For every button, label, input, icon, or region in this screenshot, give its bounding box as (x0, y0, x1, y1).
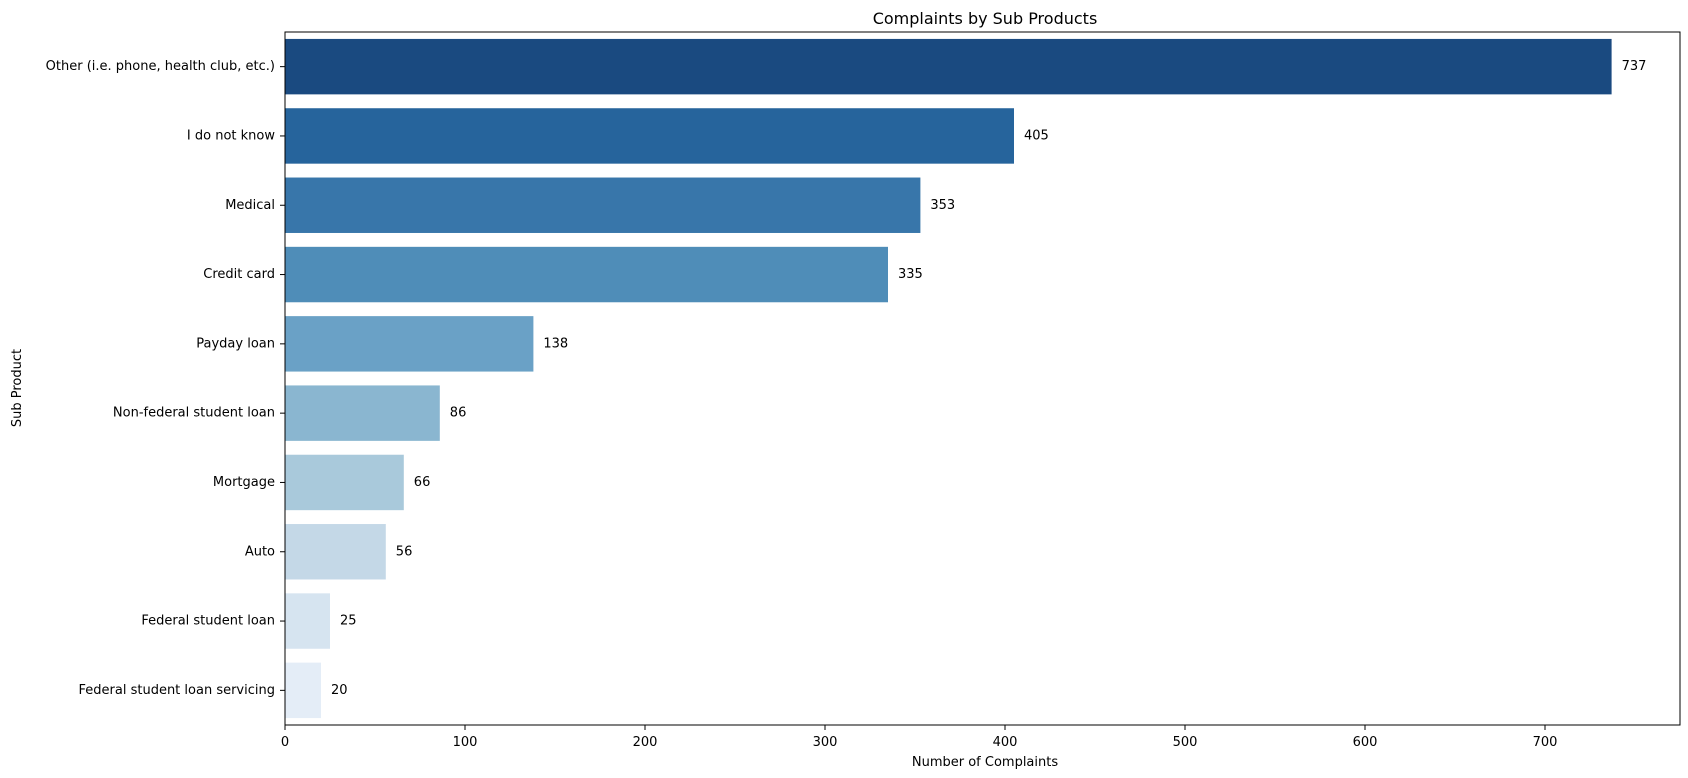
bar (285, 662, 321, 719)
x-tick-label: 200 (633, 735, 658, 750)
bar (285, 316, 534, 372)
y-tick-label: Federal student loan servicing (79, 683, 275, 698)
bar (285, 524, 386, 580)
bar (285, 177, 921, 233)
plot-frame (284, 31, 1681, 726)
x-tick-label: 400 (993, 735, 1018, 750)
x-tick-label: 500 (1173, 735, 1198, 750)
y-tick-label: Auto (245, 544, 275, 559)
bar-value-label: 86 (450, 406, 467, 421)
y-tick-label: Federal student loan (141, 614, 275, 629)
bar-value-label: 335 (898, 267, 923, 282)
y-tick-label: Medical (225, 198, 275, 213)
x-tick-label: 600 (1353, 735, 1378, 750)
bar-value-label: 737 (1622, 59, 1647, 74)
x-tick-label: 0 (281, 735, 289, 750)
bar (285, 385, 440, 441)
bars-group (285, 38, 1612, 719)
value-labels-group: 737 405 353 335 138 86 66 56 25 20 (331, 59, 1646, 698)
y-tick-label: Mortgage (213, 475, 275, 490)
x-axis-ticks: 0 100 200 300 400 500 600 700 (281, 725, 1558, 750)
y-axis-ticks: Other (i.e. phone, health club, etc.) I d… (46, 59, 285, 698)
chart-title: Complaints by Sub Products (873, 9, 1098, 28)
y-tick-label: I do not know (187, 128, 275, 143)
y-tick-label: Non-federal student loan (113, 406, 275, 421)
bar-value-label: 66 (414, 475, 431, 490)
bar (285, 246, 888, 303)
x-tick-label: 700 (1533, 735, 1558, 750)
bar-value-label: 405 (1024, 128, 1049, 143)
bar-value-label: 20 (331, 683, 348, 698)
x-tick-label: 300 (813, 735, 838, 750)
y-tick-label: Other (i.e. phone, health club, etc.) (46, 59, 275, 74)
bar (285, 108, 1014, 164)
bar-value-label: 25 (340, 614, 357, 629)
y-axis-title: Sub Product (10, 349, 25, 427)
bar-value-label: 138 (543, 336, 568, 351)
bar-value-label: 353 (930, 198, 955, 213)
bar (285, 593, 330, 649)
y-tick-label: Payday loan (196, 336, 275, 351)
bar-value-label: 56 (396, 544, 413, 559)
x-axis-title: Number of Complaints (912, 755, 1058, 770)
bar (285, 38, 1612, 95)
y-tick-label: Credit card (203, 267, 275, 282)
bar (285, 454, 404, 511)
x-tick-label: 100 (453, 735, 478, 750)
